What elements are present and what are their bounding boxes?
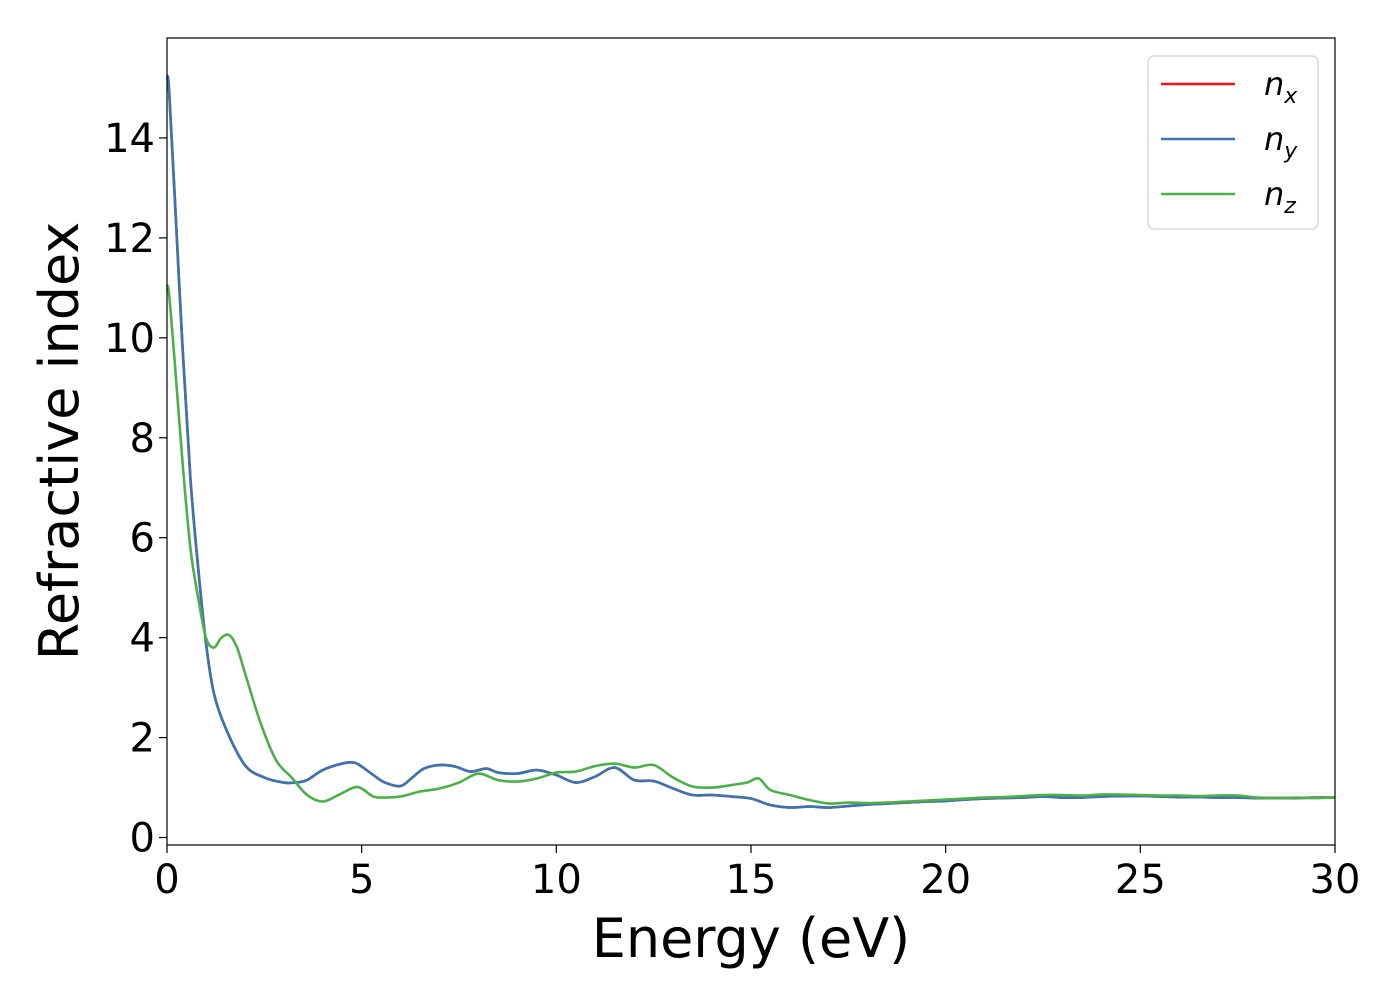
y-tick-label: 12 bbox=[104, 216, 155, 262]
y-axis: 0 2 4 6 8 10 12 14 bbox=[104, 116, 167, 862]
x-tick-label: 25 bbox=[1115, 857, 1166, 903]
y-tick-label: 4 bbox=[130, 616, 155, 662]
y-tick-label: 6 bbox=[130, 516, 155, 562]
y-tick-label: 2 bbox=[130, 716, 155, 762]
y-tick-label: 10 bbox=[104, 316, 155, 362]
series-layer bbox=[165, 74, 1336, 809]
x-axis: 0 5 10 15 20 25 30 bbox=[154, 845, 1360, 903]
x-axis-title: Energy (eV) bbox=[592, 907, 911, 970]
y-axis-title: Refractive index bbox=[28, 222, 91, 661]
y-tick-label: 14 bbox=[104, 116, 155, 162]
legend-box bbox=[1147, 55, 1319, 230]
x-tick-label: 30 bbox=[1310, 857, 1361, 903]
x-tick-label: 10 bbox=[531, 857, 582, 903]
y-tick-label: 8 bbox=[130, 416, 155, 462]
x-tick-label: 20 bbox=[920, 857, 971, 903]
legend-label: nz bbox=[1264, 175, 1296, 219]
legend-label: ny bbox=[1264, 120, 1298, 164]
x-tick-label: 5 bbox=[349, 857, 374, 903]
x-tick-label: 15 bbox=[726, 857, 777, 903]
series-line-n-z bbox=[165, 284, 1336, 805]
x-tick-label: 0 bbox=[154, 857, 179, 903]
y-tick-label: 0 bbox=[130, 816, 155, 862]
legend-label: nx bbox=[1264, 65, 1298, 109]
legend: nx ny nz bbox=[1147, 55, 1319, 230]
series-line-n-y bbox=[165, 74, 1336, 809]
